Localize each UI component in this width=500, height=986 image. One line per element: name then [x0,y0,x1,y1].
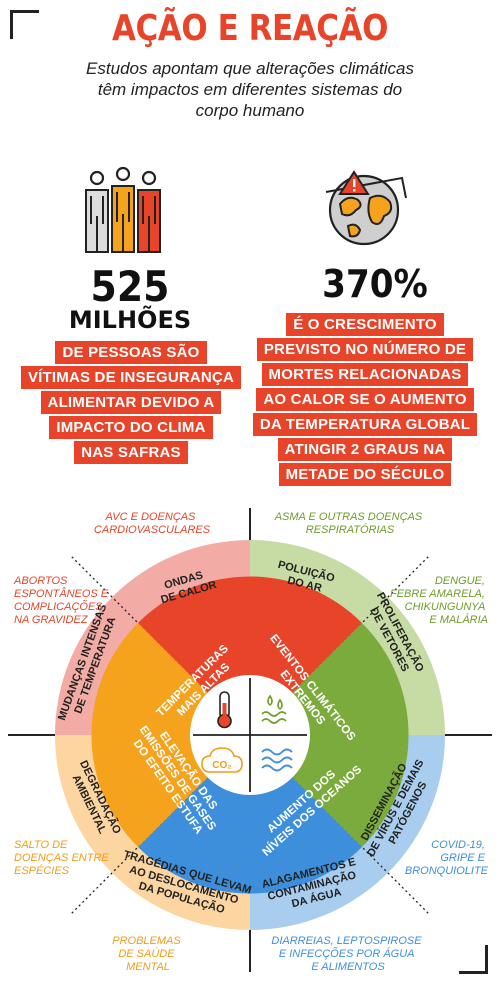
stat-right-line: É O CRESCIMENTO [286,313,444,336]
outer-avc-2: CARDIOVASCULARES [94,524,211,536]
svg-text:AVC E DOENÇAS CARDIOVASC: AVC E DOENÇAS CARDIOVASCULARES [94,511,211,536]
outer-problemas-2: DE SAÚDE [118,947,175,960]
outer-covid-1: COVID-19, [431,839,485,851]
outer-problemas-3: MENTAL [126,961,170,973]
outer-covid-2: GRIPE E [440,852,485,864]
svg-text:ASMA E OUTRAS DOENÇAS RE: ASMA E OUTRAS DOENÇAS RESPIRATÓRIAS [274,511,426,536]
stat-left-line: VÍTIMAS DE INSEGURANÇA [20,366,242,389]
outer-diarreias-3: E ALIMENTOS [311,961,385,973]
segment-gases [91,623,250,847]
page-subtitle: Estudos apontam que alterações climática… [86,59,414,120]
outer-diarreias-2: E INFECÇÕES POR ÁGUA [279,947,414,960]
outer-problemas-1: PROBLEMAS [112,935,181,947]
outer-asma-2: RESPIRATÓRIAS [306,523,395,536]
outer-dengue-2: FEBRE AMARELA, [390,588,485,600]
outer-asma-1: ASMA E OUTRAS DOENÇAS [274,511,423,523]
outer-abortos-2: ESPONTÂNEOS E [14,587,109,600]
outer-salto-3: ESPÉCIES [14,864,70,877]
stat-left-line: ALIMENTAR DEVIDO A [40,391,222,414]
impact-diagram: CO₂ TEMPERATURAS MAIS ALTAS EVENTOS CLIM… [8,508,492,973]
co2-cloud-icon: CO₂ [201,747,243,773]
people-icon [85,166,161,253]
corner-mark-bottom-right [459,945,488,974]
segment-eventos [250,623,409,847]
stat-right-line: PREVISTO NO NÚMERO DE [256,338,474,361]
outer-dengue-3: CHIKUNGUNYA [405,601,485,613]
stat-left-line: DE PESSOAS SÃO [55,341,207,364]
outer-avc-1: AVC E DOENÇAS [105,511,197,523]
globe-warning-icon [325,170,407,246]
outer-salto-2: DOENÇAS ENTRE [14,852,109,864]
thermometer-icon [217,691,232,729]
stat-left-line: NAS SAFRAS [74,441,188,464]
stat-right-line: AO CALOR SE O AUMENTO [256,388,474,411]
stat-left-number: 525 [90,262,170,311]
stat-right-number: 370% [322,262,428,306]
outer-covid-3: BRONQUIOLITE [405,865,489,877]
svg-text:COVID-19, GRIPE E: COVID-19, GRIPE E BRONQUIOLITE [405,839,489,877]
outer-diarreias-1: DIARREIAS, LEPTOSPIROSE [271,935,422,947]
svg-text:SALTO DE DOENÇAS ENTRE: SALTO DE DOENÇAS ENTRE ESPÉCIES [14,839,112,877]
co2-label: CO₂ [212,760,231,771]
water-waves-icon [261,748,293,772]
stat-right-line: METADE DO SÉCULO [278,463,452,486]
page-title: AÇÃO E REAÇÃO [111,8,389,49]
outer-abortos-3: COMPLICAÇÕES [14,600,103,613]
svg-text:DENGUE, FEBRE AMARELA,: DENGUE, FEBRE AMARELA, CHIKUNGUNYA E MAL… [390,575,488,626]
segment-temperaturas [138,576,362,735]
svg-text:ABORTOS ESPONTÂNEOS E: ABORTOS ESPONTÂNEOS E COMPLICAÇÕES NA GR… [13,575,111,626]
outer-abortos-1: ABORTOS [13,575,68,587]
stat-right-line: ATINGIR 2 GRAUS NA [277,438,453,461]
outer-abortos-4: NA GRAVIDEZ [14,614,89,626]
stat-right-description: É O CRESCIMENTO PREVISTO NO NÚMERO DE MO… [250,313,480,488]
outer-dengue-4: E MALÁRIA [429,613,488,626]
segment-oceanos [138,735,362,894]
stat-right-line: MORTES RELACIONADAS [261,363,469,386]
outer-salto-1: SALTO DE [14,839,68,851]
svg-text:PROBLEMAS DE SAÚDE: PROBLEMAS DE SAÚDE MENTAL [112,935,184,973]
stat-left-unit: MILHÕES [68,306,192,334]
stat-right-line: DA TEMPERATURA GLOBAL [252,413,478,436]
drops-waves-icon [261,694,287,724]
corner-mark-top-left [10,10,39,39]
svg-text:DIARREIAS, LEPTOSPIROSE: DIARREIAS, LEPTOSPIROSE E INFECÇÕES POR … [271,935,424,973]
stat-left-description: DE PESSOAS SÃO VÍTIMAS DE INSEGURANÇA AL… [20,341,242,466]
outer-dengue-1: DENGUE, [435,575,485,587]
stat-left-line: IMPACTO DO CLIMA [49,416,213,439]
